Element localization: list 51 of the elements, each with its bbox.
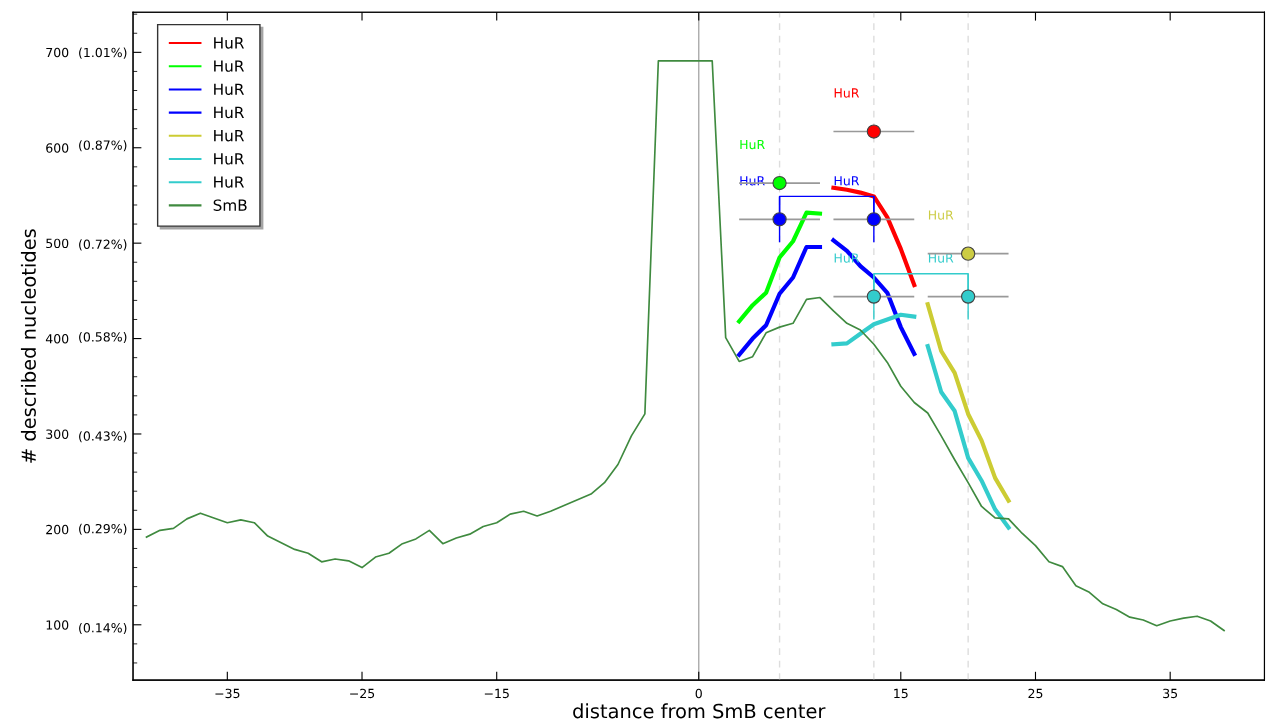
line-series [737,210,823,324]
y2-tick-label: (0.14%) [79,622,127,635]
point [866,289,881,304]
legend-label: HuR [214,83,244,96]
legend-label: SmB [213,199,247,211]
point [960,246,976,261]
y-tick-label: 700 [46,47,69,58]
legend-label: HuR [214,176,244,188]
x-tick-label: −15 [484,688,509,699]
legend-label: HuR [214,153,244,165]
x-tick-label: −25 [350,688,375,699]
legend-label: HuR [214,130,244,142]
y2-tick-label: (0.87%) [79,140,127,152]
y2-tick-label: (0.58%) [79,331,127,344]
line-series [145,60,1225,632]
line-series [925,344,1011,530]
y-tick-label: 100 [46,620,69,630]
point [866,212,881,227]
point [866,124,881,139]
x-tick-label: 35 [1163,688,1178,699]
y-tick-label: 400 [45,334,69,344]
line-series [831,312,917,347]
x-axis-title: distance from SmB center [573,703,826,719]
legend-label: HuR [214,60,244,72]
line-series [925,302,1011,503]
y-tick-label: 200 [46,524,69,535]
y-tick-label: 300 [46,429,69,439]
y2-tick-label: (1.01%) [79,47,127,59]
y2-tick-label: (0.43%) [79,431,127,443]
line-series [831,185,917,288]
annotation: HuR [740,139,765,150]
x-tick-label: −35 [215,688,240,699]
annotation: HuR [834,176,860,186]
y2-tick-label: (0.29%) [79,523,127,535]
point [772,212,787,227]
y-tick-label: 600 [46,143,69,153]
y-axis-title: # described nucleotides [20,229,36,463]
y-tick-label: 500 [46,238,69,249]
y2-tick-label: (0.72%) [79,239,127,251]
annotation: HuR [834,88,860,98]
point [960,289,976,304]
x-tick-label: 0 [695,688,702,699]
legend-label: HuR [214,106,244,119]
legend-label: HuR [214,37,244,49]
x-tick-label: 25 [1028,688,1043,699]
annotation: HuR [928,210,954,220]
point [772,175,787,191]
line-series [737,244,823,357]
line-series [831,238,917,356]
annotation: HuR [928,253,954,263]
x-tick-label: 15 [894,688,908,699]
